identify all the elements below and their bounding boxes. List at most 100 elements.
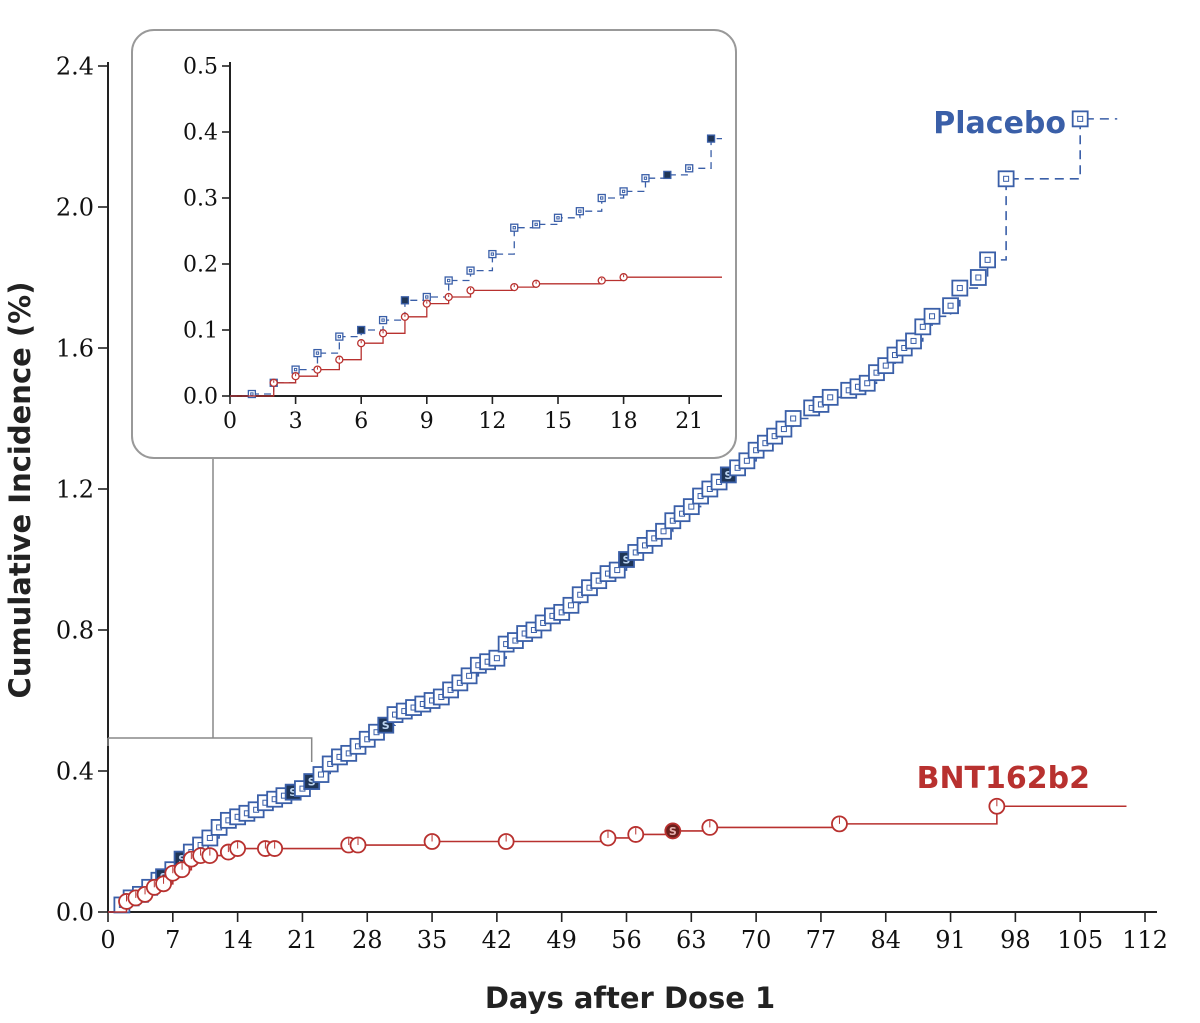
main-y-tick-label: 0.4 xyxy=(56,757,94,785)
main-placebo-marker-severe-label: S xyxy=(724,469,732,482)
inset-x-tick-label: 6 xyxy=(354,409,368,434)
y-axis-title: Cumulative Incidence (%) xyxy=(3,282,37,699)
main-x-tick-label: 28 xyxy=(352,926,383,954)
main-placebo-marker xyxy=(784,410,802,427)
inset-x-tick-label: 18 xyxy=(610,409,638,434)
main-x-tick-label: 14 xyxy=(222,926,253,954)
main-bnt-marker-severe-label: S xyxy=(669,825,677,838)
main-placebo-marker-inner xyxy=(864,380,871,387)
main-plot: 0 7 14 21 28 35 42 49 56 63 70 77 84 91 98 105 1120.00.4… xyxy=(56,52,1168,954)
inset-placebo-marker-inner xyxy=(621,189,626,194)
main-x-tick-label: 0 xyxy=(100,926,115,954)
inset-y-tick-label: 0.3 xyxy=(183,187,218,212)
main-placebo-marker-inner xyxy=(466,672,473,679)
main-placebo-marker-severe-label: S xyxy=(289,786,297,799)
main-x-tick-label: 49 xyxy=(546,926,577,954)
inset-placebo-marker-inner xyxy=(337,334,341,339)
main-x-tick-label: 42 xyxy=(482,926,513,954)
main-x-tick-label: 7 xyxy=(165,926,180,954)
main-y-tick-label: 0.0 xyxy=(56,898,94,926)
inset-placebo-marker xyxy=(531,220,541,229)
main-placebo-marker-inner xyxy=(688,503,695,510)
main-placebo-marker-inner xyxy=(956,285,963,292)
inset-placebo-marker-inner xyxy=(293,367,298,372)
main-placebo-marker-severe-label: S xyxy=(623,554,631,567)
inset-frame xyxy=(131,29,737,459)
main-x-tick-label: 105 xyxy=(1057,926,1103,954)
inset-placebo-marker xyxy=(553,213,563,222)
main-placebo-marker-inner xyxy=(780,426,787,433)
inset-placebo-marker-severe xyxy=(706,134,716,143)
main-placebo-marker-inner xyxy=(827,394,834,401)
main-placebo-marker-inner xyxy=(929,313,936,320)
main-x-tick-label: 84 xyxy=(870,926,901,954)
main-placebo-marker xyxy=(905,332,922,350)
inset-placebo-marker-inner xyxy=(556,216,560,220)
main-placebo-marker-inner xyxy=(1077,115,1084,122)
inset-placebo-marker-severe xyxy=(400,296,410,305)
main-placebo-marker-severe-label: S xyxy=(178,853,186,866)
inset-placebo-marker xyxy=(575,207,585,216)
series-label-bnt162b2: BNT162b2 xyxy=(917,761,1090,796)
inset-placebo-marker xyxy=(641,174,650,183)
main-placebo-marker xyxy=(923,307,941,325)
main-placebo-marker xyxy=(969,269,987,286)
callout-bracket xyxy=(108,737,313,762)
inset-placebo-marker xyxy=(619,187,628,196)
inset-placebo-marker-inner xyxy=(425,295,429,299)
inset-placebo-marker xyxy=(335,332,344,341)
main-placebo-marker-inner xyxy=(790,415,797,422)
inset-placebo-marker-inner xyxy=(534,222,538,227)
inset-placebo-marker-severe xyxy=(663,170,672,180)
inset-placebo-marker-inner xyxy=(381,318,385,322)
main-x-tick-label: 35 xyxy=(417,926,448,954)
main-y-tick-label: 1.2 xyxy=(56,475,94,503)
inset-placebo-marker-inner xyxy=(600,196,604,200)
inset-placebo-marker xyxy=(466,266,475,275)
inset-callout-connector xyxy=(107,458,313,762)
inset-y-tick-label: 0.0 xyxy=(183,385,218,410)
inset-x-tick-label: 9 xyxy=(420,409,434,434)
inset-series-line-placebo xyxy=(230,137,722,397)
main-x-tick-label: 63 xyxy=(676,926,707,954)
main-placebo-marker-inner xyxy=(743,457,750,464)
series-label-placebo: Placebo xyxy=(933,106,1066,141)
inset-placebo-marker xyxy=(313,348,322,358)
main-y-tick-label: 2.4 xyxy=(56,52,94,80)
main-y-tick-label: 2.0 xyxy=(56,193,94,221)
inset-placebo-marker-inner xyxy=(512,226,516,230)
inset-placebo-marker-inner xyxy=(468,268,473,273)
inset-placebo-marker xyxy=(685,164,694,173)
main-series-line-bnt162b2 xyxy=(108,805,1127,913)
main-placebo-marker-inner xyxy=(317,771,324,778)
inset-series-line-bnt162b2 xyxy=(230,276,722,397)
inset-y-tick-label: 0.5 xyxy=(183,55,218,80)
main-y-tick-label: 1.6 xyxy=(56,334,94,362)
main-placebo-marker xyxy=(942,297,959,315)
main-placebo-marker-inner xyxy=(614,567,621,574)
inset-x-tick-label: 15 xyxy=(544,409,572,434)
inset-placebo-marker xyxy=(510,223,519,232)
x-axis-title: Days after Dose 1 xyxy=(485,981,775,1015)
main-y-tick-label: 0.8 xyxy=(56,616,94,644)
inset-x-tick-label: 3 xyxy=(289,409,303,434)
inset-placebo-marker-inner xyxy=(490,252,495,256)
main-x-tick-label: 91 xyxy=(935,926,966,954)
inset-placebo-marker xyxy=(488,249,497,259)
inset-placebo-marker-inner xyxy=(447,278,451,283)
main-placebo-marker xyxy=(997,170,1015,188)
main-placebo-marker xyxy=(951,279,969,297)
main-placebo-marker-inner xyxy=(975,274,982,281)
inset-placebo-marker-inner xyxy=(643,176,648,180)
inset-placebo-marker-inner xyxy=(578,209,582,213)
main-x-tick-label: 98 xyxy=(1000,926,1031,954)
inset-placebo-marker-inner xyxy=(315,351,320,355)
main-x-tick-label: 56 xyxy=(611,926,642,954)
main-placebo-marker-inner xyxy=(910,337,917,344)
main-placebo-marker-severe-label: S xyxy=(308,776,316,789)
main-placebo-marker-inner xyxy=(567,602,574,609)
main-bnt-marker-severe xyxy=(664,822,682,840)
inset-y-tick-label: 0.4 xyxy=(183,121,218,146)
inset-placebo-marker-inner xyxy=(687,166,691,170)
